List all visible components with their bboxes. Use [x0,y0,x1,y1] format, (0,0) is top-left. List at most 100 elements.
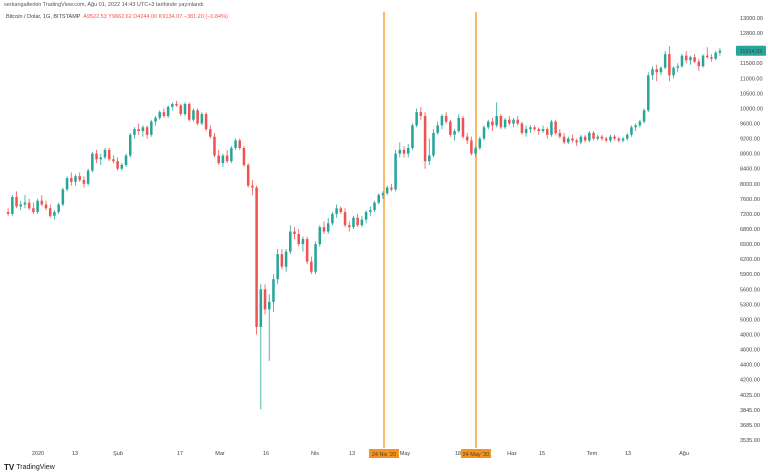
candle[interactable] [453,129,456,141]
candle[interactable] [284,249,288,272]
candle[interactable] [74,174,77,186]
candle[interactable] [630,125,633,137]
candle[interactable] [297,229,300,247]
candle[interactable] [293,227,296,240]
candle[interactable] [95,149,98,164]
candle[interactable] [103,147,107,160]
candle[interactable] [242,146,246,167]
candle[interactable] [419,106,423,120]
candle[interactable] [562,132,566,145]
candle[interactable] [209,125,212,139]
candle[interactable] [486,119,490,130]
candle[interactable] [377,193,381,205]
candle[interactable] [394,149,397,192]
candle[interactable] [53,210,56,220]
candle[interactable] [124,153,128,167]
candle[interactable] [301,236,305,252]
candle[interactable] [137,123,140,135]
candle[interactable] [634,123,637,132]
candle[interactable] [331,212,334,226]
candle[interactable] [179,103,183,116]
candle[interactable] [23,195,27,209]
candle[interactable] [263,284,267,315]
candle[interactable] [478,136,482,150]
candle[interactable] [613,134,616,141]
candle[interactable] [567,136,570,145]
candle[interactable] [267,294,271,361]
candle[interactable] [187,102,191,122]
candle[interactable] [280,249,284,270]
candle[interactable] [6,208,10,216]
candle[interactable] [32,202,35,214]
candle[interactable] [154,115,157,126]
candle[interactable] [432,129,435,158]
candle[interactable] [326,217,330,235]
candle[interactable] [461,115,465,139]
candle[interactable] [19,200,23,211]
candle[interactable] [15,191,18,209]
candle[interactable] [554,119,557,135]
candle[interactable] [676,63,680,73]
candle[interactable] [289,225,292,255]
candle[interactable] [684,51,688,64]
candle[interactable] [668,46,671,82]
candle[interactable] [272,274,275,312]
candle[interactable] [246,163,250,188]
candle[interactable] [128,132,132,158]
candle[interactable] [545,127,549,139]
candle[interactable] [550,119,553,137]
candle[interactable] [508,115,511,126]
candle[interactable] [204,112,208,132]
candle[interactable] [234,138,237,150]
candle[interactable] [423,112,427,169]
candle[interactable] [373,200,376,213]
candle[interactable] [91,151,94,173]
candle[interactable] [642,108,646,124]
candle[interactable] [638,119,642,128]
candle[interactable] [364,210,368,224]
candle[interactable] [583,134,587,143]
candle[interactable] [701,54,705,68]
candle[interactable] [57,202,60,214]
candle[interactable] [70,172,73,186]
candle[interactable] [183,102,187,116]
candle[interactable] [621,136,625,143]
candle[interactable] [705,47,709,59]
candle[interactable] [116,157,119,171]
candle[interactable] [499,114,503,130]
candle[interactable] [411,123,414,150]
candle[interactable] [381,191,385,199]
candle[interactable] [40,195,44,207]
candle[interactable] [305,236,309,265]
candle[interactable] [217,149,220,165]
candle[interactable] [196,108,199,126]
candle[interactable] [609,134,612,143]
candle[interactable] [61,187,65,207]
candle[interactable] [714,51,717,61]
candle[interactable] [48,204,52,218]
candle[interactable] [516,115,519,126]
candle[interactable] [385,185,389,196]
candle[interactable] [112,155,115,164]
candle[interactable] [428,138,431,165]
candle[interactable] [390,183,393,192]
candle[interactable] [457,114,461,133]
candle[interactable] [537,127,541,135]
candle[interactable] [415,108,418,128]
candle[interactable] [145,125,149,139]
candle[interactable] [718,48,722,56]
candle[interactable] [655,64,658,82]
candle[interactable] [444,112,448,124]
candle[interactable] [600,134,604,141]
candle[interactable] [318,225,322,247]
candle[interactable] [27,198,31,211]
candle[interactable] [82,176,86,188]
candle[interactable] [276,249,279,285]
candle[interactable] [406,144,410,158]
candle[interactable] [697,58,701,71]
candle[interactable] [347,221,351,232]
candle[interactable] [314,241,317,275]
candle[interactable] [225,149,229,164]
candle[interactable] [65,176,69,192]
